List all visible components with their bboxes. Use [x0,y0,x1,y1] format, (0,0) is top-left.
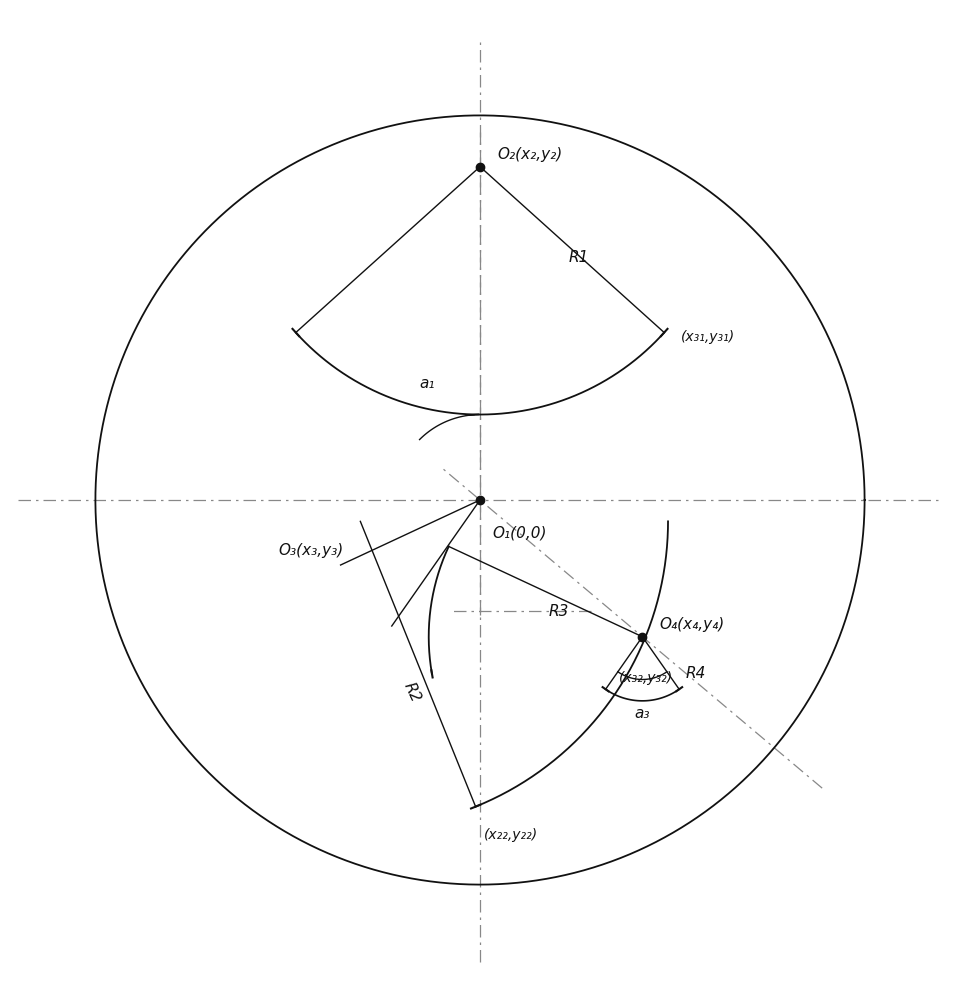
Text: (x₃₂,y₃₂): (x₃₂,y₃₂) [618,671,673,685]
Text: R1: R1 [568,250,588,265]
Text: O₄(x₄,y₄): O₄(x₄,y₄) [660,617,725,632]
Text: (x₂₂,y₂₂): (x₂₂,y₂₂) [484,828,539,842]
Text: R2: R2 [401,680,423,705]
Text: O₃(x₃,y₃): O₃(x₃,y₃) [278,543,344,558]
Text: O₁(0,0): O₁(0,0) [492,526,547,541]
Text: (x₃₁,y₃₁): (x₃₁,y₃₁) [682,330,735,344]
Text: O₂(x₂,y₂): O₂(x₂,y₂) [497,147,563,162]
Text: a₁: a₁ [420,376,435,391]
Text: a₃: a₃ [635,706,650,721]
Text: R4: R4 [685,666,706,681]
Text: R3: R3 [548,604,568,619]
